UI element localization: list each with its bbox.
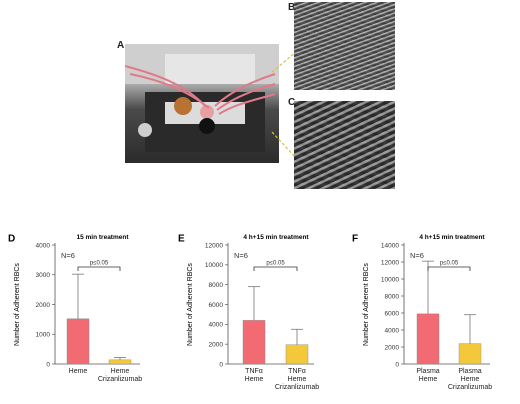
chart-f-y-tick-label: 14000 — [381, 242, 399, 249]
chart-d-bar-1 — [66, 318, 90, 365]
chart-f-y-tick-label: 8000 — [385, 293, 400, 300]
chart-d-y-tick-label: 4000 — [36, 242, 51, 249]
chart-e-bar-1 — [242, 320, 266, 365]
microfluidic-setup-photo — [125, 44, 279, 163]
chart-d-y-tick-label: 0 — [46, 361, 50, 368]
chart-d-bar-2 — [108, 359, 132, 365]
chart-f-y-tick-label: 12000 — [381, 259, 399, 266]
chart-e-y-tick-label: 10000 — [205, 262, 223, 269]
chart-e-y-tick-label: 4000 — [209, 322, 224, 329]
chart-d-category-label: Crizanlizumab — [98, 376, 142, 383]
chart-e-category-label: TNFα — [288, 368, 306, 375]
chart-f-y-tick-label: 4000 — [385, 327, 400, 334]
chart-e-y-tick-label: 2000 — [209, 341, 224, 348]
chart-e-significance-bracket — [253, 266, 298, 271]
setup-illustration — [125, 44, 279, 152]
chart-f-bar-1 — [416, 313, 440, 365]
chart-e-category-label: Heme — [288, 376, 307, 383]
chart-d-significance-bracket — [77, 266, 121, 271]
chart-f: F 4 h+15 min treatment Number of Adherent … — [352, 233, 492, 391]
chart-e-y-tick-label: 8000 — [209, 282, 224, 289]
chart-e-y-tick-label: 12000 — [205, 242, 223, 249]
chart-f-y-axis-label: Number of Adherent RBCs — [363, 263, 370, 346]
chart-e-category-label: TNFα — [245, 368, 263, 375]
chart-e-bar-2 — [285, 344, 309, 365]
chart-f-y-tick-label: 2000 — [385, 344, 400, 351]
chart-e-y-tick-label: 0 — [219, 361, 223, 368]
chart-e-n-label: N=6 — [234, 251, 248, 260]
chart-d-significance-label: p≤0.05 — [90, 261, 109, 267]
chart-f-category-label: Heme — [419, 376, 438, 383]
sem-image-b — [294, 2, 395, 90]
chart-d-y-axis-label: Number of Adherent RBCs — [14, 263, 21, 346]
chart-f-significance-label: p≤0.05 — [440, 261, 459, 267]
chart-f-category-label: Plasma — [416, 368, 439, 375]
chart-e-category-label: Crizanlizumab — [275, 384, 319, 391]
chart-d-category-label: Heme — [111, 368, 130, 375]
chart-d-panel-label: D — [8, 233, 15, 244]
chart-e-category-label: Heme — [245, 376, 264, 383]
sem-image-c — [294, 101, 395, 189]
chart-e-y-tick-label: 6000 — [209, 302, 224, 309]
chart-f-y-tick-label: 6000 — [385, 310, 400, 317]
chart-d-y-tick-label: 3000 — [36, 272, 51, 279]
panel-label-b: B — [288, 2, 296, 13]
chart-e-title: 4 h+15 min treatment — [243, 234, 309, 241]
chart-f-bar-2 — [458, 343, 482, 365]
panel-label-a: A — [117, 40, 125, 51]
chart-e-y-axis-label: Number of Adherent RBCs — [187, 263, 194, 346]
chart-d-y-tick-label: 2000 — [36, 302, 51, 309]
chart-f-n-label: N=6 — [410, 251, 424, 260]
chart-d-y-tick-label: 1000 — [36, 332, 51, 339]
chart-f-category-label: Heme — [461, 376, 480, 383]
connector-lines — [271, 51, 297, 159]
chart-f-significance-bracket — [427, 266, 471, 271]
chart-d-title: 15 min treatment — [76, 234, 129, 241]
chart-e: E 4 h+15 min treatment Number of Adherent … — [178, 233, 319, 391]
chart-e-panel-label: E — [178, 233, 185, 244]
chart-d: D 15 min treatment Number of Adherent RBCs… — [8, 233, 142, 383]
panel-label-c: C — [288, 97, 296, 108]
chart-f-y-tick-label: 10000 — [381, 276, 399, 283]
chart-f-y-tick-label: 0 — [395, 361, 399, 368]
chart-d-n-label: N=6 — [61, 251, 75, 260]
chart-d-category-label: Heme — [69, 368, 88, 375]
chart-f-panel-label: F — [352, 233, 358, 244]
chart-f-category-label: Crizanlizumab — [448, 384, 492, 391]
chart-f-title: 4 h+15 min treatment — [419, 234, 485, 241]
chart-f-category-label: Plasma — [458, 368, 481, 375]
chart-e-significance-label: p≤0.05 — [266, 261, 285, 267]
